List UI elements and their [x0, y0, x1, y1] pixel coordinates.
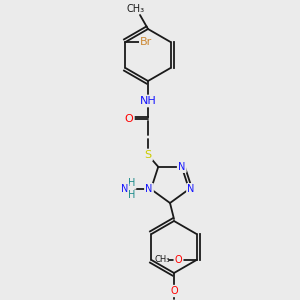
Text: N: N: [145, 184, 153, 194]
Text: O: O: [175, 255, 182, 265]
Text: N: N: [178, 162, 185, 172]
Text: CH₃: CH₃: [155, 256, 170, 265]
Text: NH: NH: [140, 96, 156, 106]
Text: S: S: [144, 150, 152, 160]
Text: O: O: [170, 286, 178, 296]
Text: Br: Br: [140, 37, 153, 47]
Text: N: N: [121, 184, 129, 194]
Text: O: O: [124, 114, 134, 124]
Text: CH₃: CH₃: [127, 4, 145, 14]
Text: H: H: [128, 178, 136, 188]
Text: H: H: [128, 190, 136, 200]
Text: N: N: [187, 184, 195, 194]
